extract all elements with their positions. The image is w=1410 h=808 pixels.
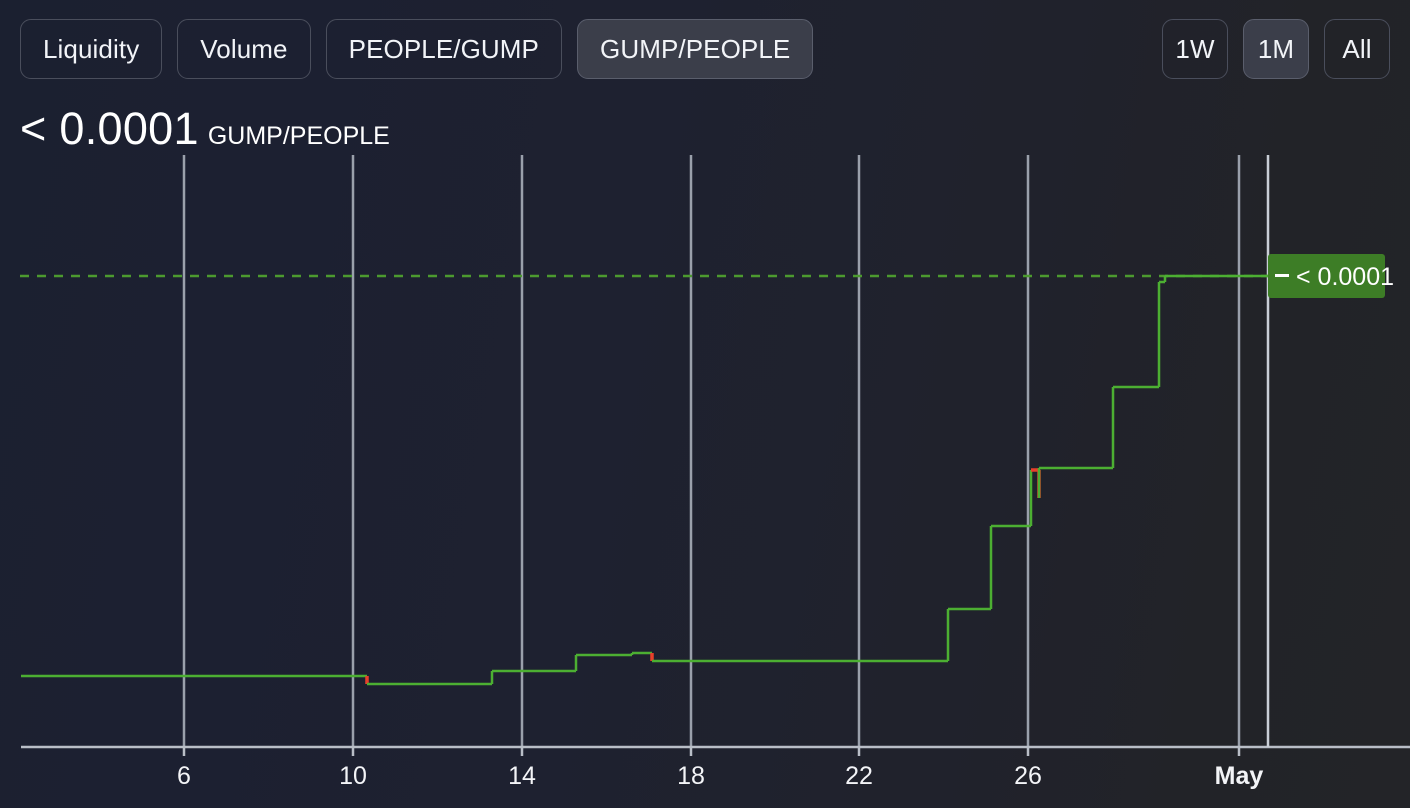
pair-label: GUMP/PEOPLE bbox=[207, 122, 390, 150]
x-axis-label-6: 6 bbox=[177, 762, 191, 790]
tab-volume[interactable]: Volume bbox=[177, 19, 311, 79]
x-axis-labels: 6 10 14 18 22 26 May bbox=[177, 762, 1263, 790]
chart-gridlines bbox=[182, 155, 1241, 747]
price-chart[interactable]: 6 10 14 18 22 26 May < 0.0001 bbox=[0, 155, 1410, 808]
price-tag-label: < 0.0001 bbox=[1296, 263, 1394, 291]
chart-canvas[interactable]: 6 10 14 18 22 26 May < 0.0001 bbox=[0, 155, 1410, 808]
x-axis-label-22: 22 bbox=[845, 762, 873, 790]
current-price-tag: < 0.0001 bbox=[1268, 254, 1394, 298]
time-range-group: 1W 1M All bbox=[1162, 19, 1390, 79]
range-all[interactable]: All bbox=[1324, 19, 1390, 79]
price-header: < 0.0001 GUMP/PEOPLE bbox=[20, 106, 390, 151]
current-price: < 0.0001 bbox=[20, 103, 199, 154]
range-1m[interactable]: 1M bbox=[1243, 19, 1309, 79]
price-tag-dash-icon bbox=[1275, 274, 1289, 277]
price-step-series bbox=[21, 274, 1268, 686]
price-tag-background bbox=[1268, 254, 1385, 298]
x-axis-label-10: 10 bbox=[339, 762, 367, 790]
x-axis-tick-marks bbox=[182, 747, 1241, 756]
chart-toolbar: Liquidity Volume PEOPLE/GUMP GUMP/PEOPLE… bbox=[0, 0, 1410, 98]
x-axis-label-may: May bbox=[1215, 762, 1264, 790]
tab-gump-people[interactable]: GUMP/PEOPLE bbox=[577, 19, 814, 79]
tab-liquidity[interactable]: Liquidity bbox=[20, 19, 163, 79]
x-axis-label-18: 18 bbox=[677, 762, 705, 790]
x-axis-label-26: 26 bbox=[1014, 762, 1042, 790]
range-1w[interactable]: 1W bbox=[1162, 19, 1228, 79]
metric-tab-group: Liquidity Volume PEOPLE/GUMP GUMP/PEOPLE bbox=[20, 19, 814, 79]
tab-people-gump[interactable]: PEOPLE/GUMP bbox=[325, 19, 562, 79]
x-axis-label-14: 14 bbox=[508, 762, 536, 790]
